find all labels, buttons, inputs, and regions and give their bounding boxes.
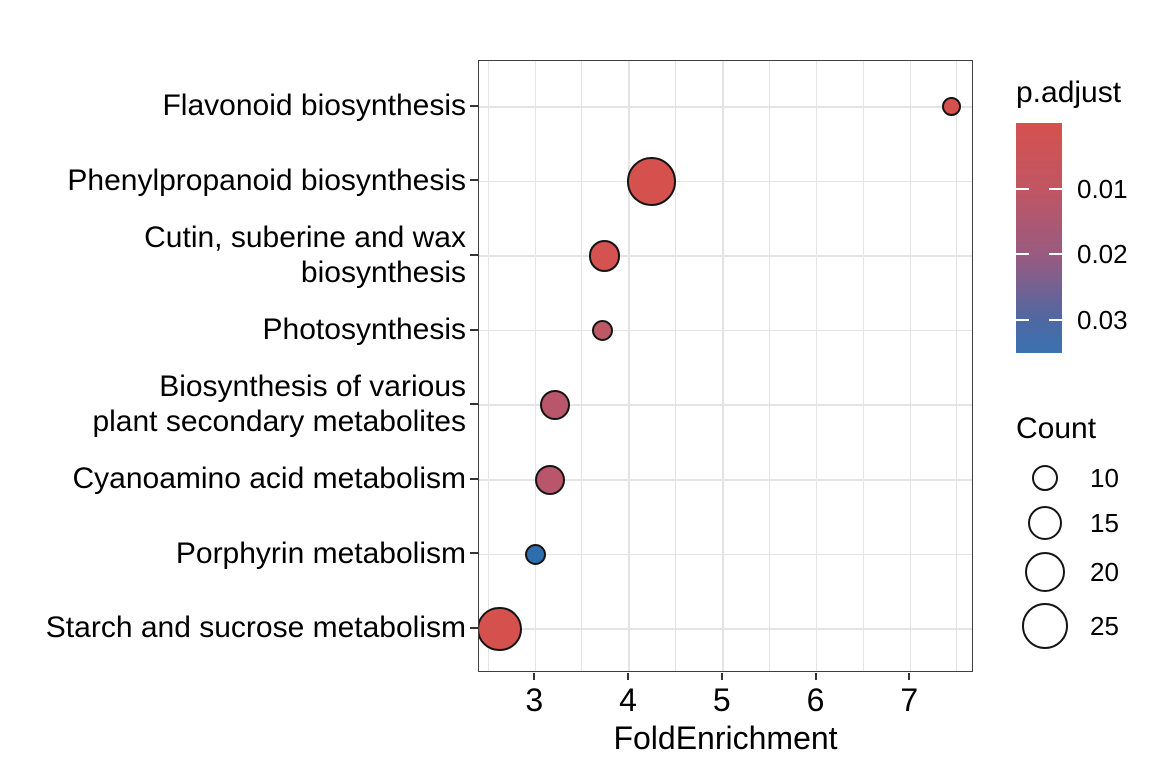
y-tick-mark xyxy=(469,179,478,182)
y-axis-label: Flavonoid biosynthesis xyxy=(162,89,466,123)
y-tick-mark xyxy=(469,104,478,107)
colorbar-tick xyxy=(1016,253,1029,256)
x-tick-label: 6 xyxy=(806,682,825,718)
x-axis-title: FoldEnrichment xyxy=(613,720,838,756)
count-legend-circle xyxy=(1021,602,1069,650)
x-tick-mark xyxy=(814,673,817,680)
gridline-minor-v xyxy=(581,61,583,671)
y-axis-label: Phenylpropanoid biosynthesis xyxy=(67,163,466,197)
y-axis-label: Starch and sucrose metabolism xyxy=(45,611,466,645)
gridline-major-h xyxy=(479,329,972,332)
x-tick-label: 7 xyxy=(900,682,919,718)
gridline-major-h xyxy=(479,180,972,183)
gridline-minor-v xyxy=(768,61,770,671)
gridline-major-h xyxy=(479,404,972,406)
x-tick-label: 5 xyxy=(712,682,731,718)
y-axis-label: Porphyrin metabolism xyxy=(175,536,466,570)
data-point xyxy=(942,97,961,117)
count-legend-title: Count xyxy=(1016,412,1097,445)
padjust-legend-title: p.adjust xyxy=(1016,76,1122,109)
count-legend-label: 20 xyxy=(1090,557,1119,587)
x-tick-label: 3 xyxy=(525,682,544,718)
count-legend-circle xyxy=(1024,551,1066,593)
y-tick-mark xyxy=(469,328,478,331)
y-tick-mark xyxy=(469,477,478,480)
gridline-major-v xyxy=(815,61,818,671)
y-axis-label: Cutin, suberine and wax biosynthesis xyxy=(144,220,466,289)
gridline-minor-v xyxy=(487,61,489,671)
count-legend-label: 15 xyxy=(1090,508,1119,538)
data-point xyxy=(592,319,614,342)
y-tick-mark xyxy=(469,626,478,629)
y-axis-label: Cyanoamino acid metabolism xyxy=(72,462,466,496)
x-tick-mark xyxy=(627,673,630,680)
gridline-major-v xyxy=(628,61,630,671)
y-tick-mark xyxy=(469,552,478,555)
gridline-major-h xyxy=(479,628,972,630)
x-tick-mark xyxy=(908,673,911,680)
padjust-tick-label: 0.03 xyxy=(1077,305,1128,336)
count-legend-circle xyxy=(1031,464,1059,492)
gridline-major-h xyxy=(479,255,972,257)
x-tick-mark xyxy=(720,673,723,680)
data-point xyxy=(535,464,566,495)
padjust-tick-label: 0.02 xyxy=(1077,239,1128,270)
colorbar-tick xyxy=(1049,187,1062,190)
y-tick-mark xyxy=(469,403,478,406)
padjust-tick-label: 0.01 xyxy=(1077,173,1128,204)
y-tick-mark xyxy=(469,253,478,256)
data-point xyxy=(524,543,546,565)
gridline-minor-v xyxy=(862,61,864,671)
count-legend-label: 10 xyxy=(1090,463,1119,493)
padjust-colorbar xyxy=(1016,123,1062,353)
gridline-major-h xyxy=(479,553,972,556)
gridline-major-h xyxy=(479,106,972,108)
gridline-major-v xyxy=(534,61,537,671)
count-legend-label: 25 xyxy=(1090,611,1119,641)
plot-panel xyxy=(478,60,973,672)
data-point xyxy=(539,390,570,421)
data-point xyxy=(479,606,522,652)
data-point xyxy=(627,156,676,206)
gridline-major-v xyxy=(909,61,912,671)
y-axis-label: Biosynthesis of various plant secondary m… xyxy=(92,370,466,439)
gridline-minor-v xyxy=(956,61,958,671)
count-legend-circle xyxy=(1027,505,1063,541)
gridline-major-h xyxy=(479,479,972,481)
x-tick-mark xyxy=(533,673,536,680)
data-point xyxy=(588,240,621,272)
gridline-major-v xyxy=(722,61,724,671)
x-tick-label: 4 xyxy=(619,682,637,718)
colorbar-tick xyxy=(1016,319,1029,322)
colorbar-tick xyxy=(1049,253,1062,256)
colorbar-tick xyxy=(1016,187,1029,190)
gridline-minor-v xyxy=(675,61,677,671)
y-axis-label: Photosynthesis xyxy=(262,313,466,346)
colorbar-tick xyxy=(1049,319,1062,322)
